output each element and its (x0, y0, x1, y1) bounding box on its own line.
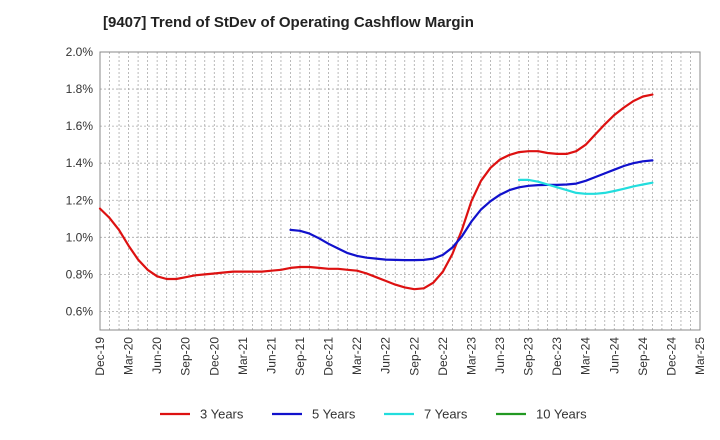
y-tick-label: 0.8% (66, 267, 94, 281)
x-tick-label: Dec-23 (550, 337, 564, 376)
x-tick-label: Dec-24 (664, 337, 678, 376)
series-lines (98, 93, 654, 291)
y-tick-label: 0.6% (66, 304, 94, 318)
x-tick-label: Dec-20 (207, 337, 221, 376)
x-tick-label: Dec-19 (93, 337, 107, 376)
x-tick-label: Mar-20 (122, 337, 136, 375)
x-tick-label: Dec-22 (436, 337, 450, 376)
x-tick-label: Sep-24 (636, 337, 650, 376)
legend-label: 5 Years (312, 407, 356, 422)
x-tick-label: Jun-22 (379, 337, 393, 374)
x-tick-label: Jun-20 (150, 337, 164, 374)
x-tick-label: Dec-21 (322, 337, 336, 376)
series-line-5-years (289, 159, 654, 262)
legend-label: 7 Years (424, 407, 468, 422)
x-tick-label: Sep-21 (293, 337, 307, 376)
plot-area-frame (99, 51, 701, 331)
x-tick-label: Sep-20 (179, 337, 193, 376)
y-tick-label: 1.8% (66, 82, 94, 96)
y-tick-label: 1.0% (66, 230, 94, 244)
x-tick-label: Mar-25 (693, 337, 707, 375)
x-tick-label: Sep-23 (522, 337, 536, 376)
legend: 3 Years 5 Years 7 Years 10 Years (160, 407, 587, 422)
legend-label: 3 Years (200, 407, 244, 422)
y-tick-label: 1.6% (66, 119, 94, 133)
x-tick-label: Mar-24 (579, 337, 593, 375)
x-tick-label: Jun-21 (264, 337, 278, 374)
series-line-3-years (98, 93, 654, 291)
chart-title: [9407] Trend of StDev of Operating Cashf… (103, 14, 474, 31)
x-tick-label: Mar-21 (236, 337, 250, 375)
x-axis-tick-labels: Dec-19 Mar-20 Jun-20 Sep-20 Dec-20 Mar-21 Jun-… (93, 337, 707, 376)
y-axis-tick-labels: 0.6% 0.8% 1.0% 1.2% 1.4% 1.6% 1.8% 2.0% (66, 45, 94, 318)
x-tick-label: Jun-23 (493, 337, 507, 374)
grid-lines (100, 52, 700, 330)
y-tick-label: 2.0% (66, 45, 94, 59)
y-tick-label: 1.2% (66, 193, 94, 207)
y-tick-label: 1.4% (66, 156, 94, 170)
x-tick-label: Mar-23 (464, 337, 478, 375)
x-tick-label: Sep-22 (407, 337, 421, 376)
x-tick-label: Jun-24 (607, 337, 621, 374)
x-tick-label: Mar-22 (350, 337, 364, 375)
series-line-7-years (517, 178, 654, 195)
legend-label: 10 Years (536, 407, 587, 422)
